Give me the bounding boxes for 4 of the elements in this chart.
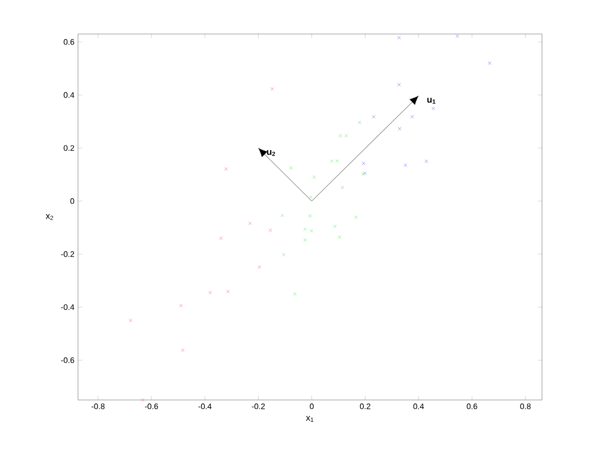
annotation: u$_{1}$	[427, 98, 436, 104]
x-axis-title: x$_{1}$	[306, 416, 314, 422]
y-axis-title: x$_{2}$	[46, 214, 54, 220]
annotation: u$_{2}$	[267, 150, 276, 156]
